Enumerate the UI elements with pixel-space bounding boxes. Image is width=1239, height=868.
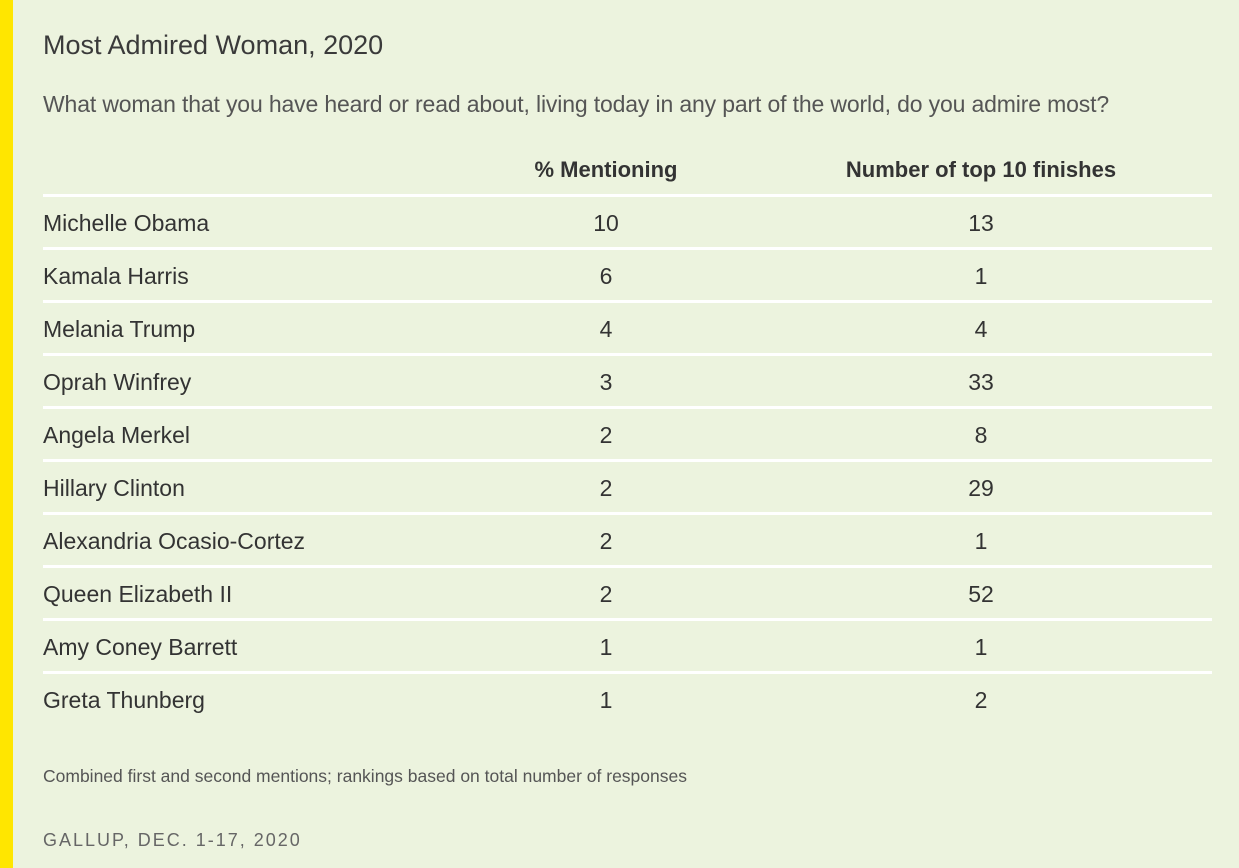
table-row: Greta Thunberg 1 2 bbox=[43, 674, 1212, 724]
row-name: Angela Merkel bbox=[43, 422, 191, 448]
source-credit: GALLUP, DEC. 1-17, 2020 bbox=[43, 830, 302, 850]
row-name: Michelle Obama bbox=[43, 210, 210, 236]
row-pct-mentioning: 1 bbox=[599, 634, 613, 660]
row-top10-finishes: 4 bbox=[974, 316, 988, 342]
row-name: Melania Trump bbox=[43, 316, 196, 342]
row-name: Kamala Harris bbox=[43, 263, 189, 289]
table-row: Melania Trump 4 4 bbox=[43, 303, 1212, 356]
row-pct-mentioning: 2 bbox=[599, 422, 613, 448]
row-top10-finishes: 8 bbox=[974, 422, 988, 448]
row-top10-finishes: 1 bbox=[974, 528, 988, 554]
row-pct-mentioning: 1 bbox=[599, 687, 613, 713]
table-body: Michelle Obama 10 13 Kamala Harris 6 1 Melania… bbox=[43, 197, 1212, 724]
row-name: Oprah Winfrey bbox=[43, 369, 192, 395]
row-name: Queen Elizabeth II bbox=[43, 581, 233, 607]
table-header-row: % Mentioning Number of top 10 finishes bbox=[43, 144, 1212, 197]
row-pct-mentioning: 2 bbox=[599, 475, 613, 501]
row-pct-mentioning: 4 bbox=[599, 316, 613, 342]
chart-subtitle: What woman that you have heard or read a… bbox=[43, 91, 1110, 117]
accent-bar bbox=[0, 0, 13, 868]
row-name: Hillary Clinton bbox=[43, 475, 185, 501]
table-row: Oprah Winfrey 3 33 bbox=[43, 356, 1212, 409]
row-pct-mentioning: 2 bbox=[599, 581, 613, 607]
table-row: Alexandria Ocasio-Cortez 2 1 bbox=[43, 515, 1212, 568]
row-top10-finishes: 1 bbox=[974, 634, 988, 660]
row-top10-finishes: 1 bbox=[974, 263, 988, 289]
table-row: Queen Elizabeth II 2 52 bbox=[43, 568, 1212, 621]
table-row: Michelle Obama 10 13 bbox=[43, 197, 1212, 250]
column-header-top10-finishes: Number of top 10 finishes bbox=[845, 157, 1117, 182]
row-name: Alexandria Ocasio-Cortez bbox=[43, 528, 306, 554]
row-name: Greta Thunberg bbox=[43, 687, 205, 713]
data-table: % Mentioning Number of top 10 finishes M… bbox=[43, 144, 1212, 724]
table-row: Hillary Clinton 2 29 bbox=[43, 462, 1212, 515]
table-row: Angela Merkel 2 8 bbox=[43, 409, 1212, 462]
table-row: Kamala Harris 6 1 bbox=[43, 250, 1212, 303]
row-top10-finishes: 33 bbox=[968, 369, 994, 395]
row-pct-mentioning: 6 bbox=[599, 263, 613, 289]
row-pct-mentioning: 3 bbox=[599, 369, 613, 395]
row-pct-mentioning: 10 bbox=[593, 210, 619, 236]
row-pct-mentioning: 2 bbox=[599, 528, 613, 554]
table-row: Amy Coney Barrett 1 1 bbox=[43, 621, 1212, 674]
column-header-pct-mentioning: % Mentioning bbox=[534, 157, 678, 182]
chart-title: Most Admired Woman, 2020 bbox=[43, 30, 384, 60]
row-top10-finishes: 29 bbox=[968, 475, 994, 501]
footnote: Combined first and second mentions; rank… bbox=[43, 766, 687, 786]
row-top10-finishes: 2 bbox=[974, 687, 988, 713]
row-name: Amy Coney Barrett bbox=[43, 634, 238, 660]
row-top10-finishes: 52 bbox=[968, 581, 994, 607]
row-top10-finishes: 13 bbox=[968, 210, 994, 236]
